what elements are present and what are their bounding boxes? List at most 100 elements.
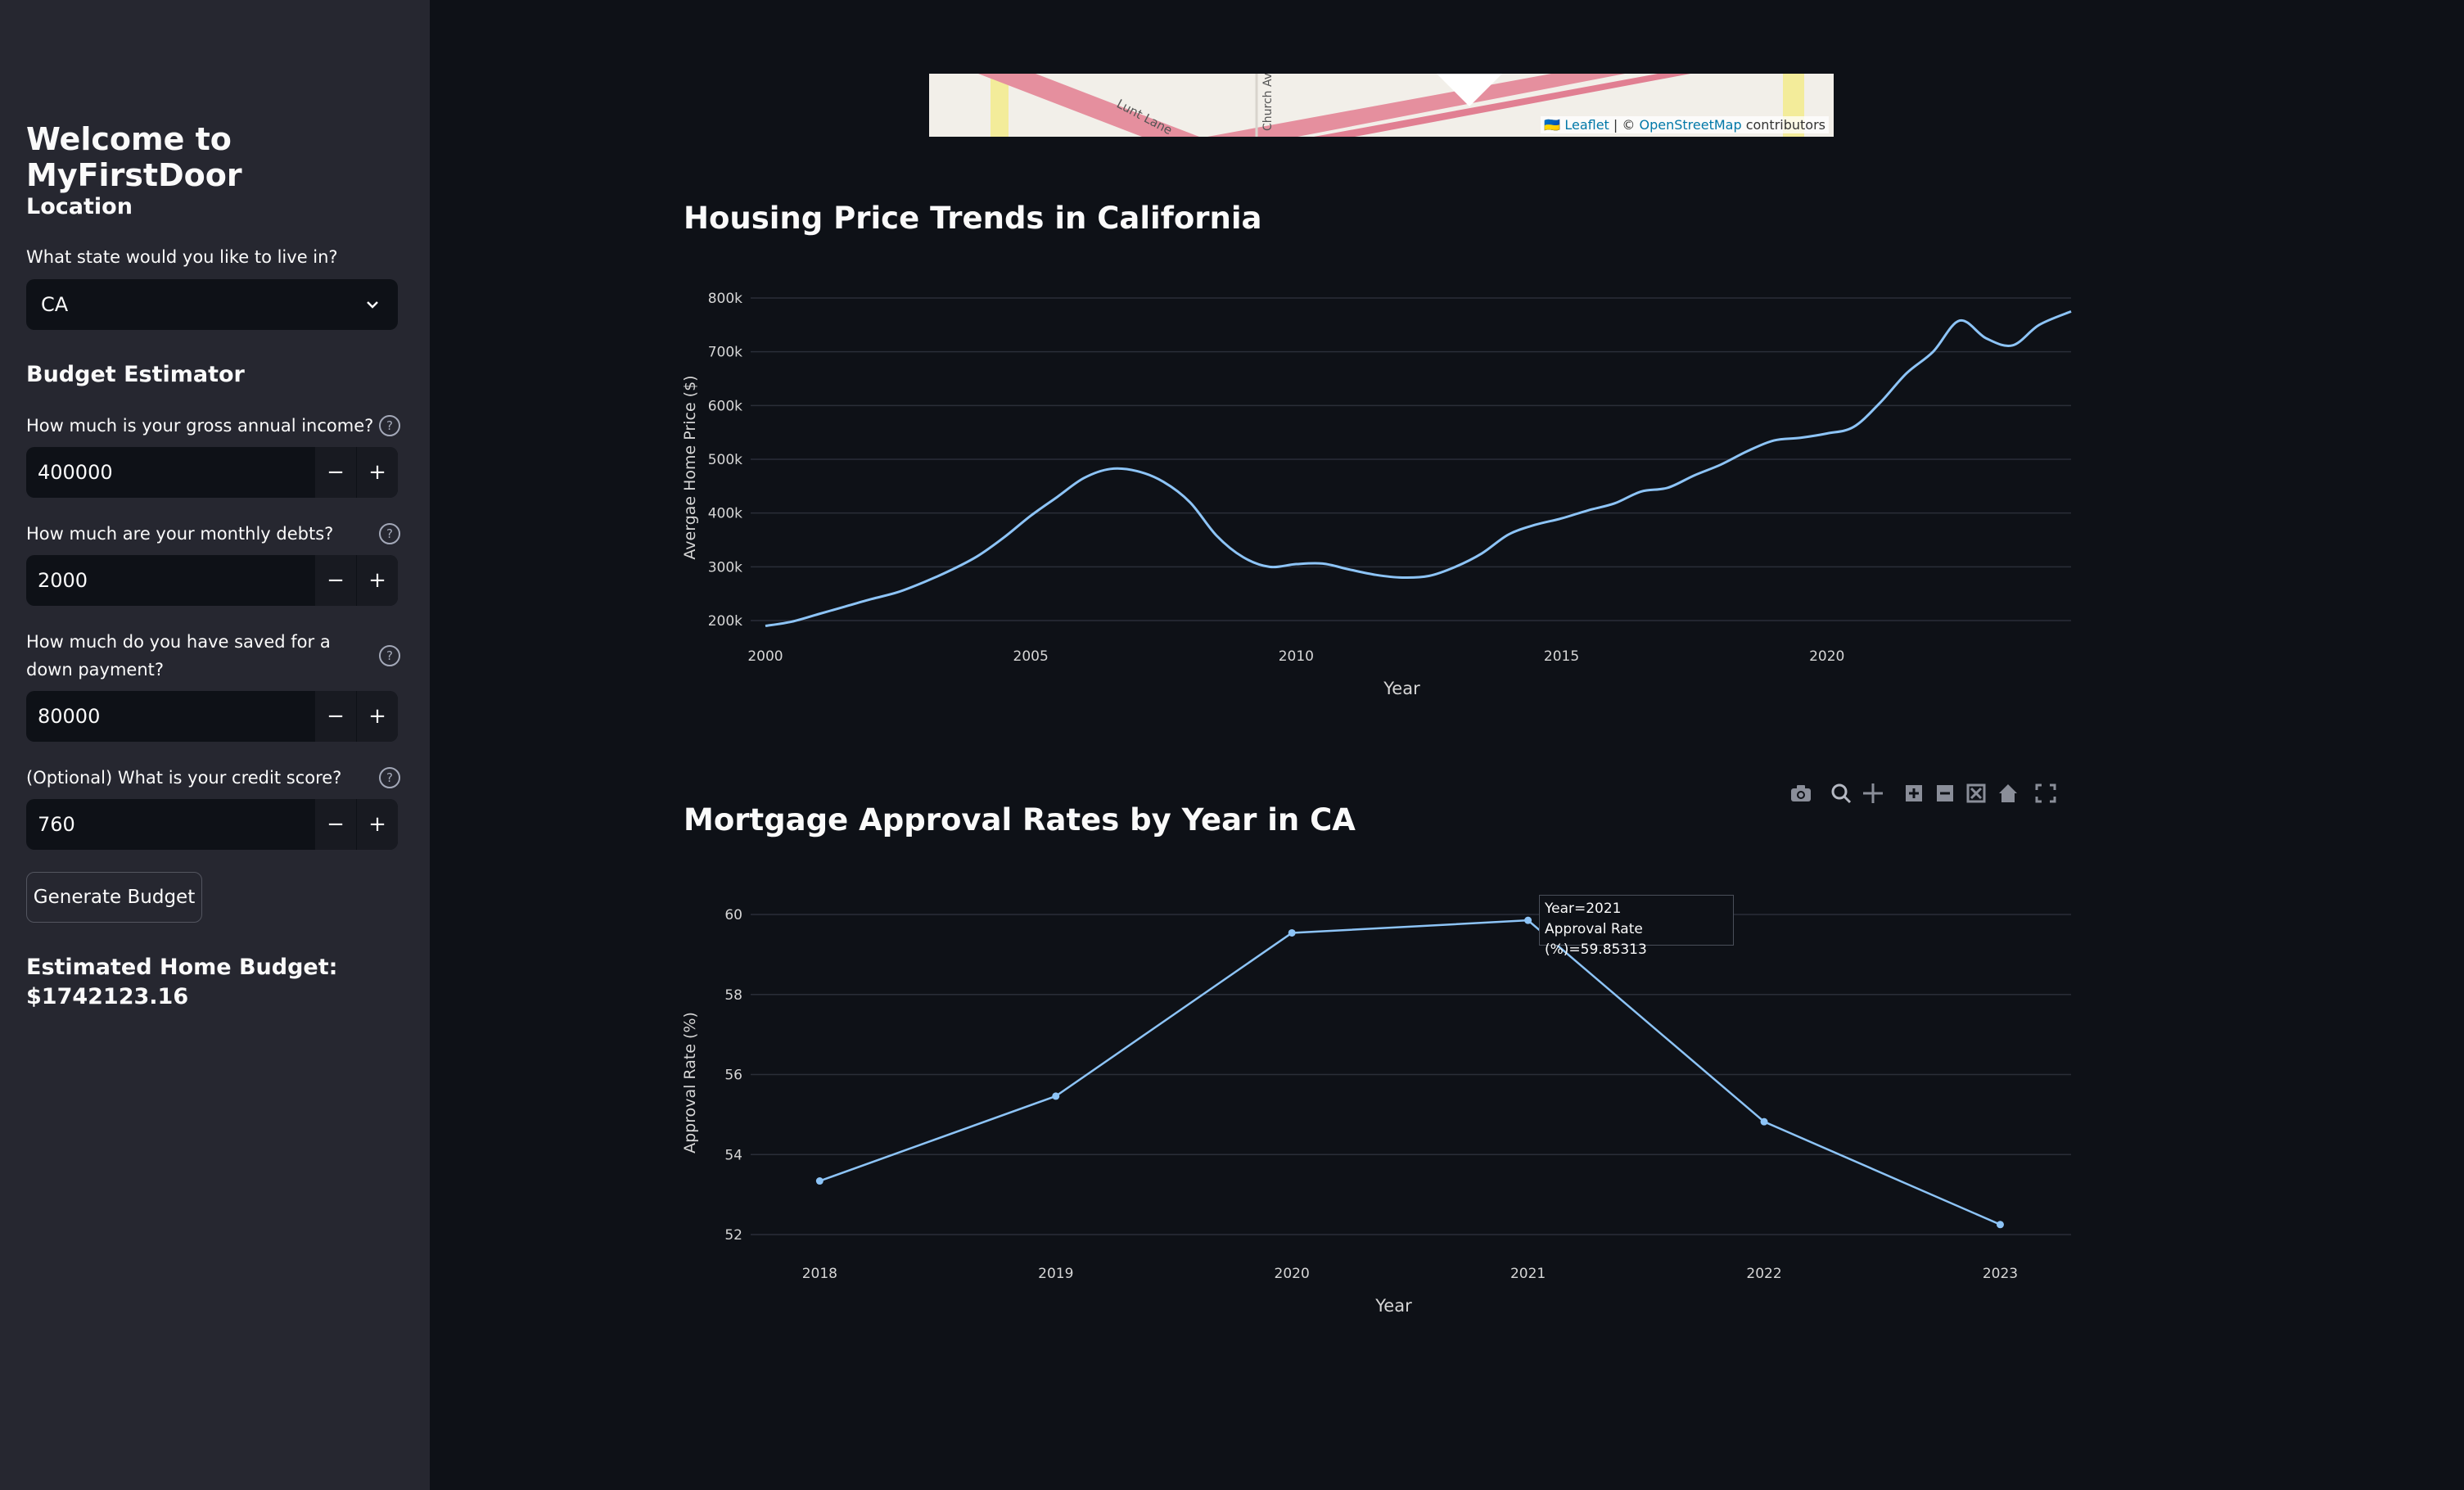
x-axis-label: Year bbox=[1383, 679, 1420, 698]
chevron-down-icon bbox=[367, 301, 378, 309]
zoom-icon[interactable] bbox=[1831, 783, 1852, 804]
pan-icon[interactable] bbox=[1863, 783, 1883, 803]
app-title: Welcome to MyFirstDoor bbox=[26, 121, 242, 193]
y-tick-label: 300k bbox=[708, 559, 742, 576]
down-payment-increment-button[interactable]: + bbox=[357, 691, 398, 742]
budget-result-value: $1742123.16 bbox=[26, 984, 189, 1009]
zoom-in-icon[interactable] bbox=[1906, 785, 1922, 801]
y-tick-label: 58 bbox=[724, 987, 742, 1004]
generate-budget-button[interactable]: Generate Budget bbox=[26, 872, 202, 923]
series-line bbox=[765, 310, 2072, 628]
income-increment-button[interactable]: + bbox=[357, 447, 398, 498]
divider bbox=[356, 447, 357, 498]
mortgage-chart-title: Mortgage Approval Rates by Year in CA bbox=[684, 802, 1356, 838]
housing-price-chart[interactable]: 200k 300k 400k 500k 600k 700k 800k 2000 2005 2010… bbox=[679, 270, 2075, 729]
x-tick-label: 2019 bbox=[1038, 1266, 1073, 1282]
y-tick-label: 56 bbox=[724, 1068, 742, 1084]
y-axis-label: Avergae Home Price ($) bbox=[681, 375, 699, 559]
y-tick-label: 54 bbox=[724, 1147, 742, 1163]
mortgage-approval-chart-svg[interactable]: 52 54 56 58 60 2018 2019 2020 2021 2022 2023 Year Ap… bbox=[679, 884, 2075, 1326]
debts-increment-button[interactable]: + bbox=[357, 555, 398, 606]
x-tick-label: 2010 bbox=[1279, 648, 1314, 665]
y-tick-label: 600k bbox=[708, 398, 742, 414]
data-point bbox=[1996, 1221, 2004, 1229]
tooltip-year: Year=2021 bbox=[1545, 901, 1622, 917]
down-payment-label: How much do you have saved for a down pa… bbox=[26, 632, 331, 680]
x-tick-label: 2015 bbox=[1544, 648, 1579, 665]
y-axis-label: Approval Rate (%) bbox=[681, 1012, 699, 1154]
y-tick-label: 200k bbox=[708, 613, 742, 630]
zoom-out-icon[interactable] bbox=[1937, 785, 1953, 801]
data-point bbox=[815, 1177, 824, 1185]
sidebar: Welcome to MyFirstDoor Location What sta… bbox=[0, 0, 430, 1490]
debts-value[interactable]: 2000 bbox=[38, 569, 88, 592]
housing-chart-title: Housing Price Trends in California bbox=[684, 201, 1262, 236]
income-decrement-button[interactable]: − bbox=[315, 447, 356, 498]
data-point bbox=[1760, 1118, 1768, 1126]
x-tick-label: 2020 bbox=[1275, 1266, 1310, 1282]
state-label: What state would you like to live in? bbox=[26, 247, 338, 267]
leaflet-link[interactable]: 🇺🇦 Leaflet bbox=[1544, 117, 1609, 133]
data-point bbox=[1524, 916, 1532, 924]
attribution-separator: | © bbox=[1609, 117, 1640, 133]
y-tick-label: 700k bbox=[708, 345, 742, 361]
divider bbox=[356, 799, 357, 850]
y-tick-label: 400k bbox=[708, 506, 742, 522]
data-point bbox=[1288, 928, 1296, 937]
income-input[interactable]: 400000 − + bbox=[26, 447, 398, 498]
camera-icon[interactable] bbox=[1791, 785, 1811, 801]
income-value[interactable]: 400000 bbox=[38, 461, 113, 484]
state-select-value: CA bbox=[41, 293, 69, 316]
credit-score-label: (Optional) What is your credit score? bbox=[26, 768, 342, 788]
divider bbox=[356, 691, 357, 742]
chart-modebar[interactable] bbox=[1789, 782, 2059, 805]
openstreetmap-link[interactable]: OpenStreetMap bbox=[1639, 117, 1742, 133]
y-tick-label: 500k bbox=[708, 452, 742, 468]
x-tick-label: 2021 bbox=[1510, 1266, 1546, 1282]
state-select[interactable]: CA bbox=[26, 279, 398, 330]
down-payment-input[interactable]: 80000 − + bbox=[26, 691, 398, 742]
help-icon[interactable]: ? bbox=[379, 415, 400, 436]
budget-result-label: Estimated Home Budget: bbox=[26, 955, 338, 980]
y-tick-label: 52 bbox=[724, 1227, 742, 1244]
divider bbox=[356, 555, 357, 606]
tooltip-rate: Approval Rate (%)=59.85313 bbox=[1545, 921, 1647, 958]
x-tick-label: 2020 bbox=[1809, 648, 1844, 665]
debts-input[interactable]: 2000 − + bbox=[26, 555, 398, 606]
x-tick-label: 2000 bbox=[747, 648, 783, 665]
income-label: How much is your gross annual income? bbox=[26, 416, 374, 436]
map-attribution: 🇺🇦 Leaflet | © OpenStreetMap contributor… bbox=[1541, 116, 1829, 133]
help-icon[interactable]: ? bbox=[379, 767, 400, 788]
help-icon[interactable]: ? bbox=[379, 523, 400, 544]
map[interactable]: Lunt Lane Church Av 🇺🇦 Leaflet | © OpenS… bbox=[929, 74, 1834, 137]
reset-home-icon[interactable] bbox=[1999, 784, 2017, 802]
estimated-budget: Estimated Home Budget: $1742123.16 bbox=[26, 953, 386, 1012]
debts-label: How much are your monthly debts? bbox=[26, 524, 334, 544]
credit-score-input[interactable]: 760 − + bbox=[26, 799, 398, 850]
autoscale-icon[interactable] bbox=[1966, 783, 1986, 803]
mortgage-approval-chart[interactable]: 52 54 56 58 60 2018 2019 2020 2021 2022 2023 Year Ap… bbox=[679, 884, 2075, 1326]
street-label: Church Av bbox=[1261, 74, 1275, 131]
y-tick-label: 60 bbox=[724, 907, 742, 923]
x-axis-label: Year bbox=[1374, 1296, 1412, 1316]
x-tick-label: 2023 bbox=[1983, 1266, 2018, 1282]
hover-tooltip: Year=2021 Approval Rate (%)=59.85313 bbox=[1539, 895, 1734, 958]
down-payment-decrement-button[interactable]: − bbox=[315, 691, 356, 742]
help-icon[interactable]: ? bbox=[379, 645, 400, 666]
debts-decrement-button[interactable]: − bbox=[315, 555, 356, 606]
x-tick-label: 2005 bbox=[1013, 648, 1049, 665]
location-heading: Location bbox=[26, 194, 133, 219]
credit-score-decrement-button[interactable]: − bbox=[315, 799, 356, 850]
x-tick-label: 2022 bbox=[1746, 1266, 1781, 1282]
credit-score-value[interactable]: 760 bbox=[38, 813, 75, 836]
credit-score-increment-button[interactable]: + bbox=[357, 799, 398, 850]
data-point bbox=[1052, 1092, 1060, 1100]
x-tick-label: 2018 bbox=[802, 1266, 837, 1282]
series-line bbox=[819, 919, 2001, 1226]
attribution-suffix: contributors bbox=[1741, 117, 1825, 133]
budget-estimator-heading: Budget Estimator bbox=[26, 362, 245, 387]
fullscreen-icon[interactable] bbox=[2035, 783, 2056, 803]
down-payment-value[interactable]: 80000 bbox=[38, 705, 101, 728]
housing-price-chart-svg[interactable]: 200k 300k 400k 500k 600k 700k 800k 2000 2005 2010… bbox=[679, 270, 2075, 729]
y-tick-label: 800k bbox=[708, 291, 742, 307]
